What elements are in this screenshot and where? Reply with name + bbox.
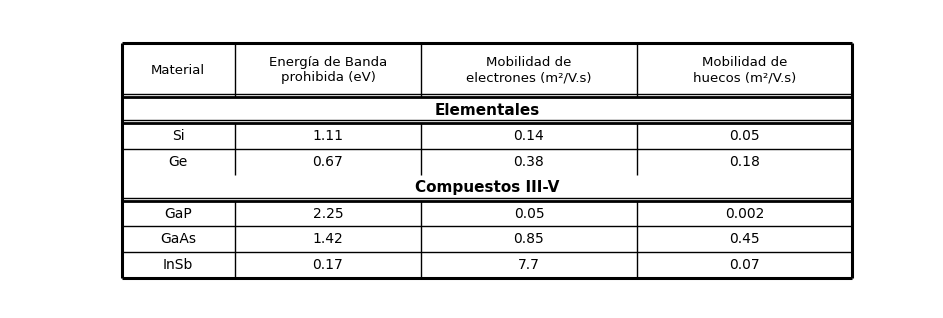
Text: 0.07: 0.07 bbox=[729, 258, 760, 272]
Text: Mobilidad de
huecos (m²/V.s): Mobilidad de huecos (m²/V.s) bbox=[693, 56, 796, 84]
Text: 2.25: 2.25 bbox=[313, 206, 343, 220]
Text: Mobilidad de
electrones (m²/V.s): Mobilidad de electrones (m²/V.s) bbox=[466, 56, 591, 84]
Text: 0.14: 0.14 bbox=[514, 129, 544, 143]
Text: 1.42: 1.42 bbox=[313, 232, 343, 246]
Text: 7.7: 7.7 bbox=[518, 258, 540, 272]
Text: GaAs: GaAs bbox=[160, 232, 196, 246]
Text: GaP: GaP bbox=[164, 206, 192, 220]
Text: 0.002: 0.002 bbox=[725, 206, 764, 220]
Text: 0.18: 0.18 bbox=[729, 155, 760, 169]
Text: 0.85: 0.85 bbox=[514, 232, 544, 246]
Text: Si: Si bbox=[172, 129, 185, 143]
Text: 0.67: 0.67 bbox=[313, 155, 343, 169]
Text: Compuestos III-V: Compuestos III-V bbox=[415, 180, 559, 195]
Text: 0.45: 0.45 bbox=[729, 232, 760, 246]
Text: Material: Material bbox=[151, 64, 206, 77]
Text: 1.11: 1.11 bbox=[312, 129, 343, 143]
Text: 0.17: 0.17 bbox=[313, 258, 343, 272]
Text: Energía de Banda
prohibida (eV): Energía de Banda prohibida (eV) bbox=[269, 56, 388, 84]
Text: 0.05: 0.05 bbox=[729, 129, 760, 143]
Text: 0.05: 0.05 bbox=[514, 206, 544, 220]
Text: Ge: Ge bbox=[169, 155, 188, 169]
Text: InSb: InSb bbox=[163, 258, 193, 272]
Text: 0.38: 0.38 bbox=[514, 155, 544, 169]
Text: Elementales: Elementales bbox=[435, 103, 539, 118]
